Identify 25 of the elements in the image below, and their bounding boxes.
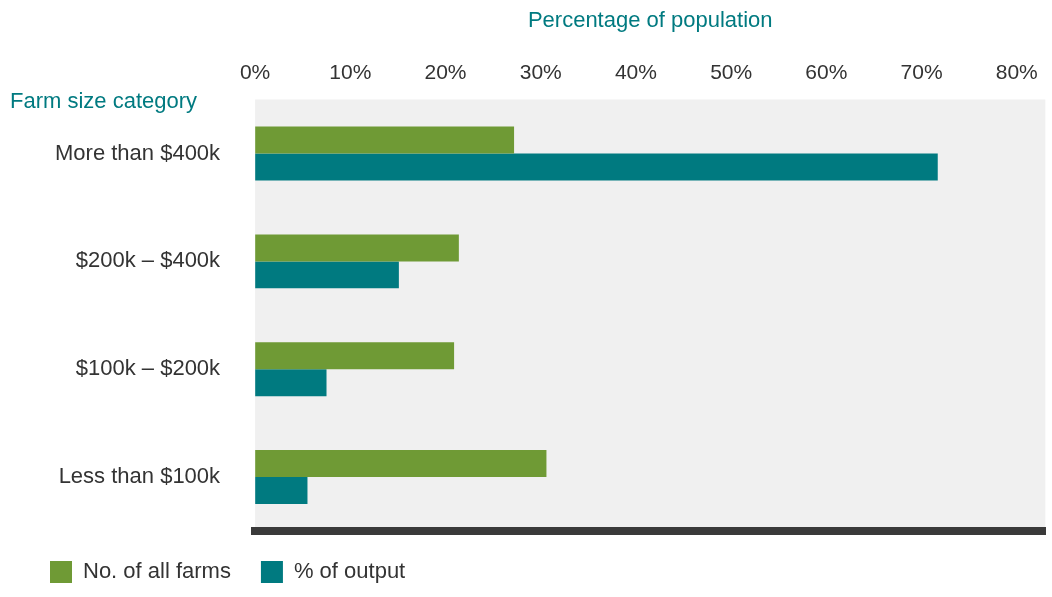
bar — [255, 153, 938, 181]
bar — [255, 234, 459, 262]
x-tick-label: 10% — [329, 59, 372, 83]
legend-label: % of output — [293, 558, 406, 584]
y-tick-label: Less than $100k — [58, 463, 222, 489]
x-tick-label: 20% — [424, 59, 467, 83]
bar — [255, 126, 515, 154]
bar — [255, 261, 399, 289]
x-axis-title: Percentage of population — [527, 7, 773, 33]
x-tick-label: 70% — [900, 59, 943, 83]
y-tick-label: $100k – $200k — [75, 355, 222, 381]
legend-label: No. of all farms — [83, 558, 231, 584]
x-tick-label: 50% — [710, 59, 753, 83]
x-tick-label: 30% — [519, 59, 562, 83]
bar — [255, 450, 547, 478]
x-tick-label: 0% — [239, 59, 271, 83]
bar — [255, 477, 308, 505]
y-tick-label: $200k – $400k — [75, 247, 222, 273]
x-tick-label: 40% — [614, 59, 657, 83]
y-axis-title: Farm size category — [10, 88, 198, 114]
x-tick-label: 60% — [805, 59, 848, 83]
bar — [255, 342, 455, 370]
y-tick-label: More than $400k — [55, 139, 222, 165]
x-tick-label: 80% — [995, 59, 1038, 83]
bar — [255, 369, 327, 397]
